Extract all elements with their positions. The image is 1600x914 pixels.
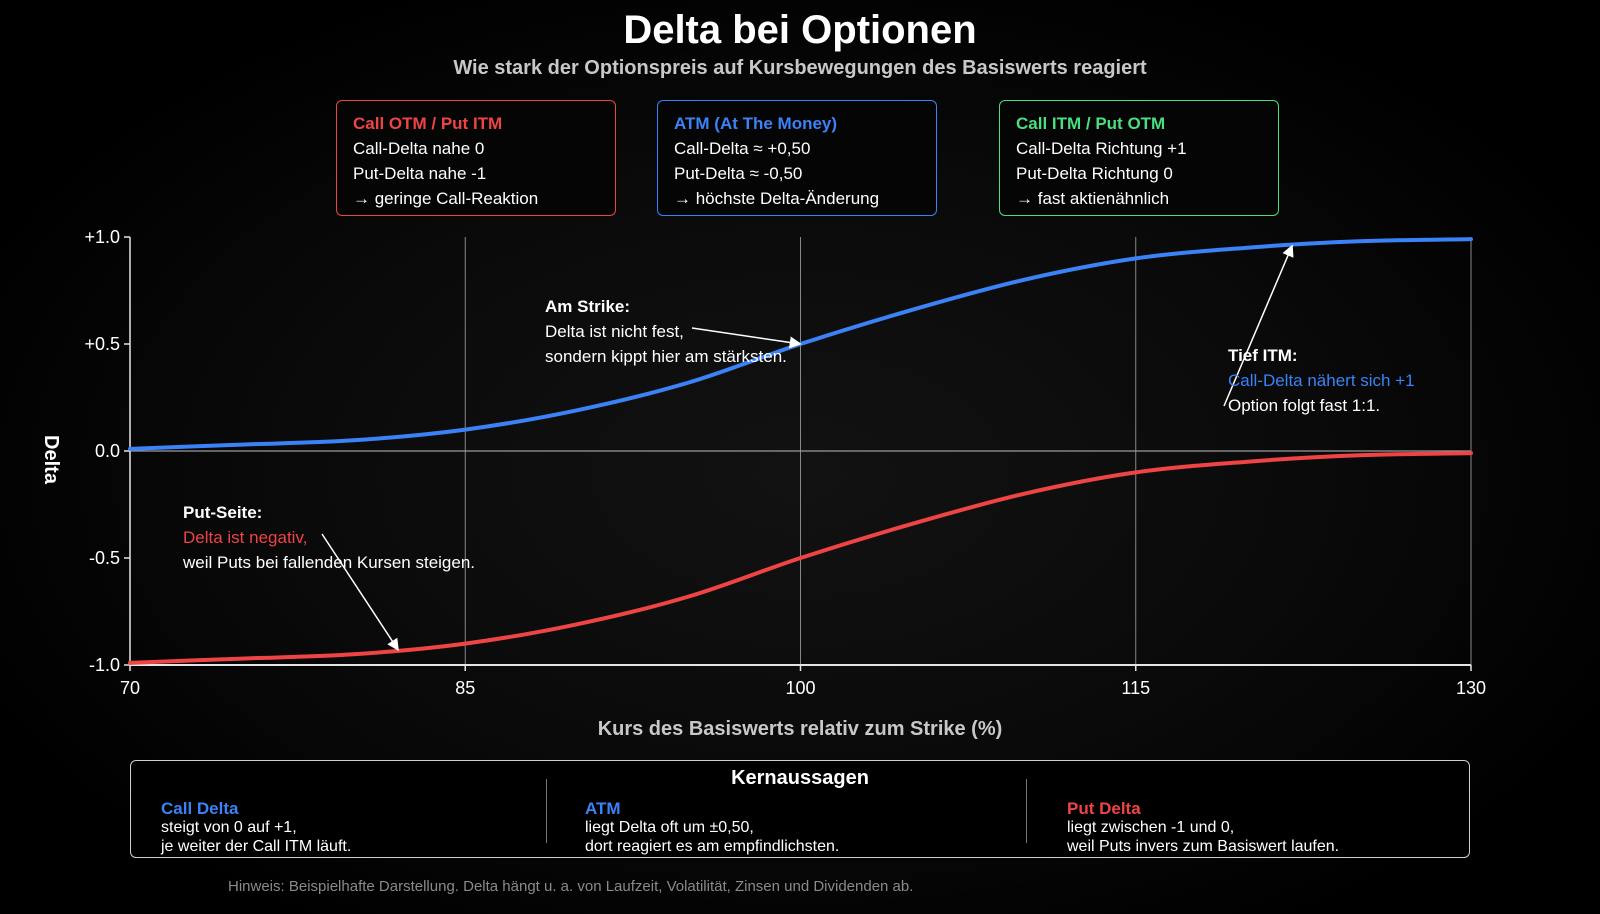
summary-col-atm: ATM liegt Delta oft um ±0,50, dort reagi… <box>585 799 839 856</box>
annotation-line: Delta ist nicht fest, <box>545 322 684 341</box>
info-box-itm: Call ITM / Put OTM Call-Delta Richtung +… <box>999 100 1279 216</box>
info-box-atm: ATM (At The Money) Call-Delta ≈ +0,50 Pu… <box>657 100 937 216</box>
arrow-strike <box>691 327 802 349</box>
footnote: Hinweis: Beispielhafte Darstellung. Delt… <box>228 878 914 895</box>
annotation-line: Option folgt fast 1:1. <box>1228 396 1381 415</box>
y-tick-label: -1.0 <box>89 655 120 675</box>
annotation-strike: Am Strike: Delta ist nicht fest, sondern… <box>545 294 787 369</box>
summary-divider <box>1026 779 1027 843</box>
chart-subtitle: Wie stark der Optionspreis auf Kursbeweg… <box>453 57 1147 79</box>
info-box-otm: Call OTM / Put ITM Call-Delta nahe 0 Put… <box>336 100 616 216</box>
annotation-line: Delta ist negativ, <box>183 528 308 547</box>
annotation-arrows <box>321 244 1294 652</box>
x-tick-label: 85 <box>455 678 475 698</box>
info-box-line: → fast aktienähnlich <box>1016 189 1170 208</box>
chart-title: Delta bei Optionen <box>623 8 977 52</box>
info-box-heading: Call ITM / Put OTM <box>1016 114 1166 133</box>
x-tick-label: 70 <box>120 678 140 698</box>
info-box-line: Call-Delta nahe 0 <box>353 139 485 158</box>
y-axis-label: Delta <box>39 435 62 484</box>
summary-line: dort reagiert es am empfindlichsten. <box>585 838 840 855</box>
summary-title: Kernaussagen <box>731 767 869 789</box>
summary-col-put: Put Delta liegt zwischen -1 und 0, weil … <box>1067 799 1339 856</box>
info-box-line: Call-Delta Richtung +1 <box>1016 139 1187 158</box>
annotation-line: weil Puts bei fallenden Kursen steigen. <box>183 553 476 572</box>
summary-line: liegt Delta oft um ±0,50, <box>585 819 754 836</box>
y-tick-label: +1.0 <box>84 227 120 247</box>
x-tick-label: 130 <box>1456 678 1486 698</box>
summary-line: steigt von 0 auf +1, <box>161 819 297 836</box>
annotation-heading: Am Strike: <box>545 297 631 316</box>
x-axis-label: Kurs des Basiswerts relativ zum Strike (… <box>597 718 1003 740</box>
info-box-line: Put-Delta ≈ -0,50 <box>674 164 803 183</box>
summary-heading: Call Delta <box>161 799 239 818</box>
info-box-line: → höchste Delta-Änderung <box>674 189 880 208</box>
annotation-put: Put-Seite: Delta ist negativ, weil Puts … <box>183 500 475 575</box>
axes: +1.0 +0.5 0.0 -0.5 -1.070 85 100 115 130 <box>84 227 1486 698</box>
y-tick-label: +0.5 <box>84 334 120 354</box>
summary-divider <box>546 779 547 843</box>
annotation-itm: Tief ITM: Call-Delta nähert sich +1 Opti… <box>1228 343 1415 418</box>
annotation-heading: Put-Seite: <box>183 503 263 522</box>
info-box-line: Put-Delta nahe -1 <box>353 164 487 183</box>
info-box-heading: Call OTM / Put ITM <box>353 114 503 133</box>
info-box-line: Call-Delta ≈ +0,50 <box>674 139 811 158</box>
annotation-line: sondern kippt hier am stärksten. <box>545 347 787 366</box>
annotation-heading: Tief ITM: <box>1228 346 1298 365</box>
summary-line: liegt zwischen -1 und 0, <box>1067 819 1235 836</box>
summary-line: weil Puts invers zum Basiswert laufen. <box>1067 838 1340 855</box>
summary-heading: Put Delta <box>1067 799 1141 818</box>
grid <box>129 237 1472 665</box>
y-tick-label: 0.0 <box>95 441 120 461</box>
info-box-line: → geringe Call-Reaktion <box>353 189 539 208</box>
arrow-itm <box>1223 244 1294 407</box>
x-tick-label: 115 <box>1121 678 1150 698</box>
arrow-put <box>321 533 399 652</box>
summary-line: je weiter der Call ITM läuft. <box>161 838 352 855</box>
info-box-heading: ATM (At The Money) <box>674 114 838 133</box>
summary-heading: ATM <box>585 799 621 818</box>
annotation-line: Call-Delta nähert sich +1 <box>1228 371 1415 390</box>
x-tick-label: 100 <box>785 678 815 698</box>
summary-col-call: Call Delta steigt von 0 auf +1, je weite… <box>161 799 351 856</box>
key-takeaways-box: Kernaussagen Call Delta steigt von 0 auf… <box>130 760 1470 858</box>
y-tick-label: -0.5 <box>89 548 120 568</box>
info-box-line: Put-Delta Richtung 0 <box>1016 164 1173 183</box>
put-delta-line <box>128 451 1473 665</box>
